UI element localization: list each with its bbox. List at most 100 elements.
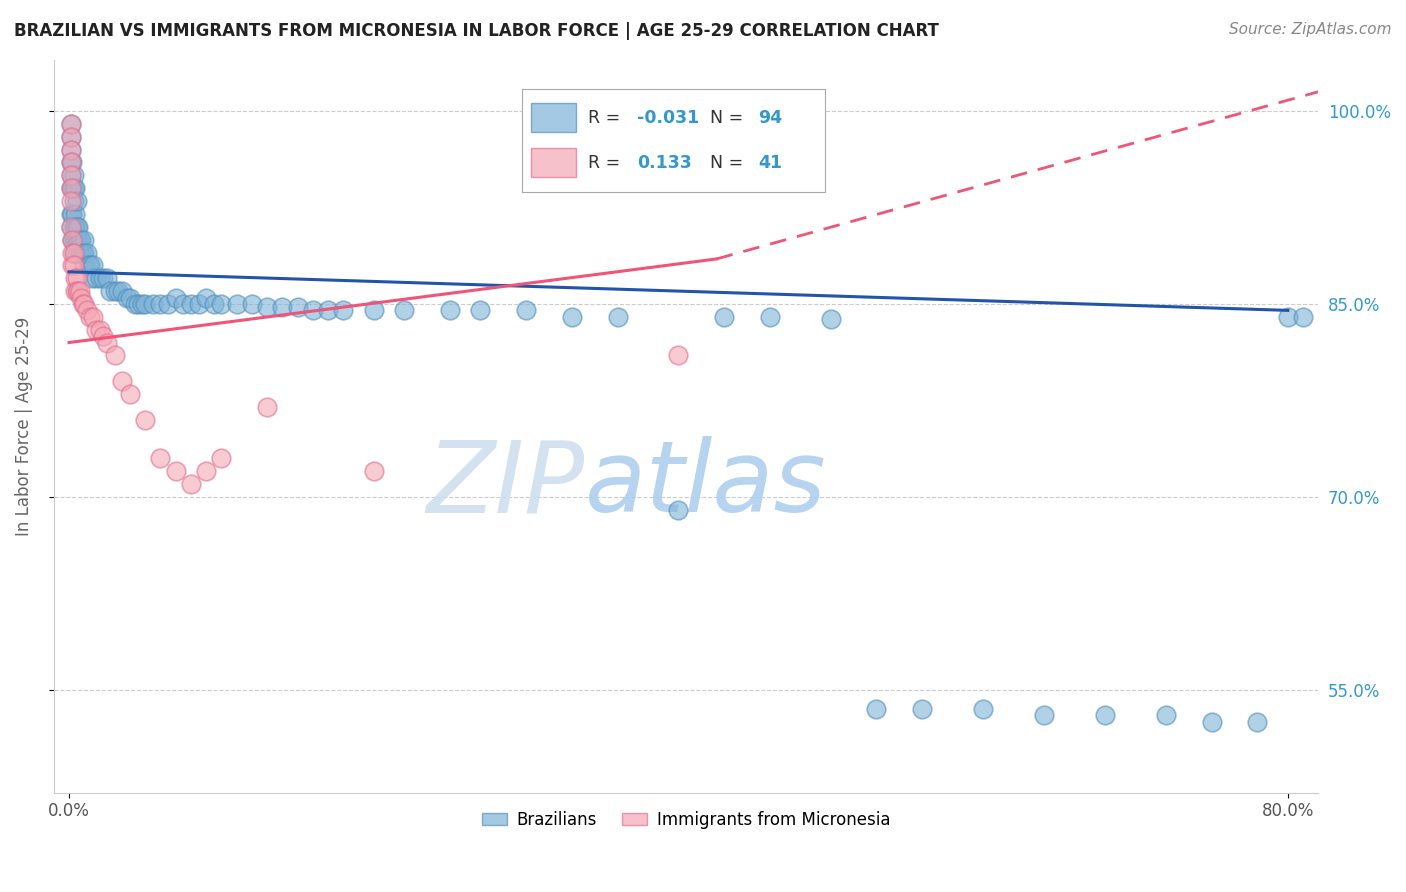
Point [73,297,96,311]
Point [98,284,121,298]
Point [62,181,84,195]
Point [59,129,82,144]
Point [60,258,83,272]
Point [104,348,127,362]
Point [62,219,84,234]
Point [256,400,278,414]
Point [271,300,294,314]
Point [73,245,96,260]
Point [606,310,628,324]
Point [59,143,82,157]
Point [69,245,91,260]
Point [287,300,309,314]
Point [59,181,82,195]
Point [59,169,82,183]
Point [515,303,537,318]
Point [60,155,83,169]
Point [668,502,690,516]
Point [149,297,172,311]
Point [63,219,86,234]
Point [86,323,108,337]
Point [59,129,82,144]
Point [59,155,82,169]
Point [60,181,83,195]
Point [62,258,84,272]
Point [67,233,90,247]
Point [142,297,165,311]
Point [62,245,84,260]
Point [439,303,461,318]
Point [73,258,96,272]
Point [165,464,187,478]
Point [134,297,156,311]
Point [59,207,82,221]
Point [62,194,84,208]
Point [96,271,118,285]
Point [59,117,82,131]
Text: BRAZILIAN VS IMMIGRANTS FROM MICRONESIA IN LABOR FORCE | AGE 25-29 CORRELATION C: BRAZILIAN VS IMMIGRANTS FROM MICRONESIA … [14,22,939,40]
Point [63,207,86,221]
Text: atlas: atlas [585,436,827,533]
Point [1033,708,1056,723]
Point [118,387,141,401]
Point [63,233,86,247]
Point [1292,310,1315,324]
Point [332,303,354,318]
Point [209,451,232,466]
Point [60,245,83,260]
Point [180,297,202,311]
Point [59,155,82,169]
Point [392,303,415,318]
Point [60,207,83,221]
Point [66,245,89,260]
Point [59,117,82,131]
Point [363,303,385,318]
Point [67,219,90,234]
Point [111,284,134,298]
Point [1094,708,1116,723]
Point [86,271,108,285]
Point [63,245,86,260]
Point [63,284,86,298]
Point [60,233,83,247]
Point [118,291,141,305]
Point [149,451,172,466]
Point [470,303,492,318]
Point [69,284,91,298]
Point [62,233,84,247]
Point [60,233,83,247]
Text: Source: ZipAtlas.com: Source: ZipAtlas.com [1229,22,1392,37]
Point [187,297,209,311]
Point [59,219,82,234]
Point [301,303,323,318]
Point [209,297,232,311]
Point [91,329,114,343]
Point [759,310,782,324]
Point [66,233,89,247]
Point [66,284,89,298]
Point [59,143,82,157]
Point [202,297,225,311]
Point [82,310,104,324]
Point [668,348,690,362]
Point [165,291,187,305]
Point [127,297,149,311]
Point [180,477,202,491]
Point [82,258,104,272]
Point [225,297,247,311]
Y-axis label: In Labor Force | Age 25-29: In Labor Force | Age 25-29 [15,317,32,536]
Point [107,284,129,298]
Point [256,300,278,314]
Point [72,245,94,260]
Point [172,297,194,311]
Point [67,284,90,298]
Point [89,271,111,285]
Point [561,310,583,324]
Point [59,219,82,234]
Text: ZIP: ZIP [426,436,585,533]
Point [195,464,218,478]
Point [1201,714,1223,729]
Point [157,297,180,311]
Point [80,271,103,285]
Point [62,169,84,183]
